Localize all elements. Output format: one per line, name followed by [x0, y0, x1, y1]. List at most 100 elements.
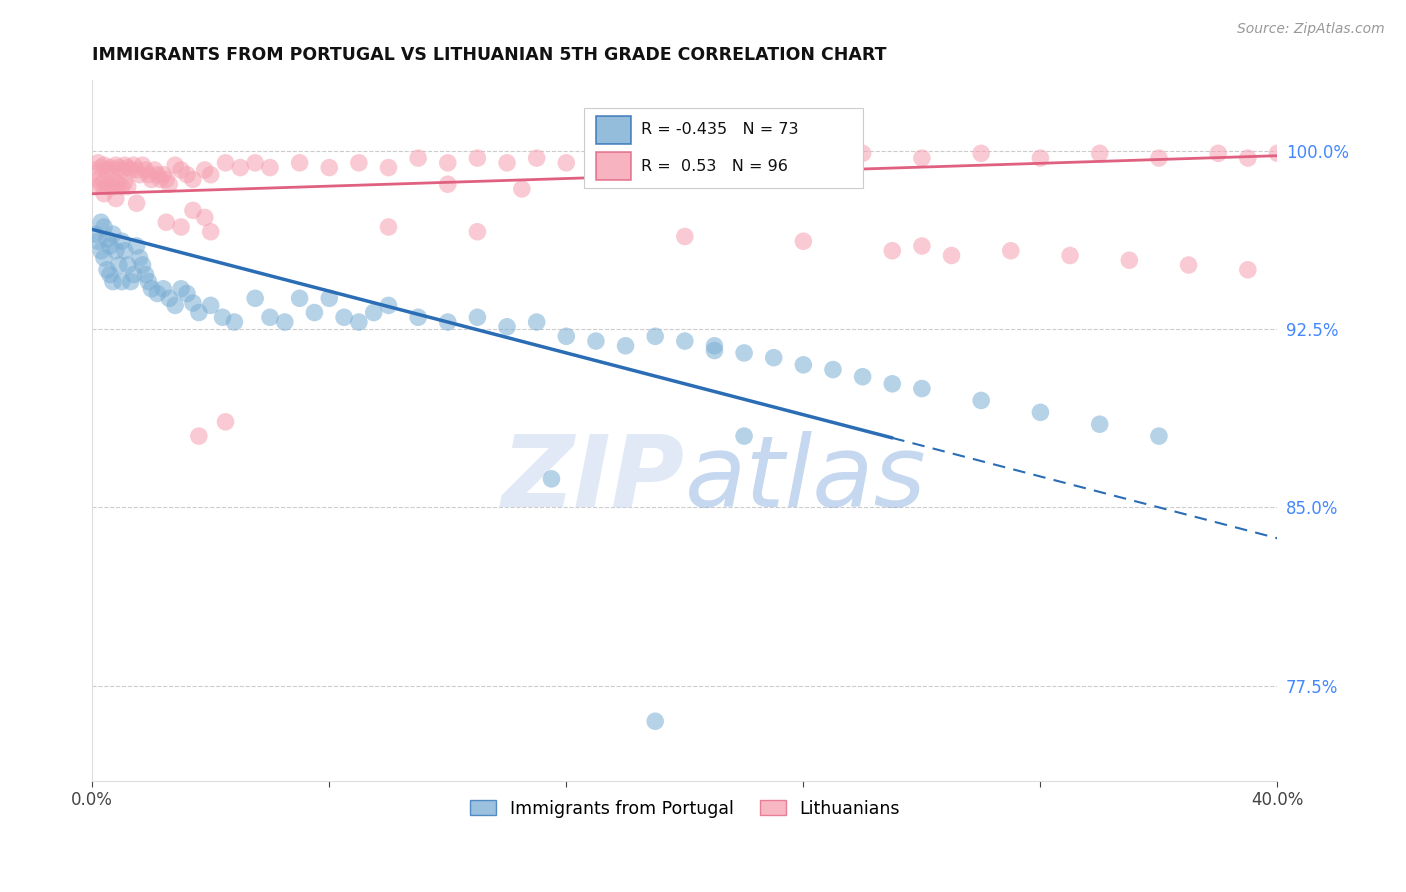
Point [117, 258, 139, 272]
Point [125, 163, 148, 178]
Point [84, 163, 107, 178]
Point [128, 168, 150, 182]
Point [111, 275, 134, 289]
Point [911, 239, 934, 253]
Point [176, 168, 198, 182]
Point [703, 339, 725, 353]
Point [347, 315, 370, 329]
Text: R = -0.435   N = 73: R = -0.435 N = 73 [641, 122, 799, 137]
Point [673, 334, 696, 348]
Point [98, 268, 121, 282]
Point [104, 244, 127, 258]
Point [211, 310, 233, 325]
Point [90, 178, 112, 192]
Point [733, 429, 755, 443]
Point [138, 275, 160, 289]
Point [98, 161, 121, 175]
Point [114, 175, 136, 189]
Point [131, 158, 153, 172]
Point [96, 179, 118, 194]
Point [114, 158, 136, 172]
Point [243, 291, 266, 305]
Point [194, 211, 217, 225]
Y-axis label: 5th Grade: 5th Grade [0, 389, 8, 472]
Point [1088, 417, 1111, 432]
Point [377, 298, 399, 312]
Point [181, 172, 204, 186]
Point [120, 275, 142, 289]
Point [288, 156, 311, 170]
Point [93, 175, 115, 189]
Point [181, 203, 204, 218]
Point [852, 369, 875, 384]
Point [187, 305, 209, 319]
Point [792, 151, 814, 165]
Point [377, 219, 399, 234]
Point [93, 251, 115, 265]
Point [288, 291, 311, 305]
Point [90, 215, 112, 229]
Point [1088, 146, 1111, 161]
Point [200, 298, 222, 312]
Point [108, 258, 131, 272]
Text: IMMIGRANTS FROM PORTUGAL VS LITHUANIAN 5TH GRADE CORRELATION CHART: IMMIGRANTS FROM PORTUGAL VS LITHUANIAN 5… [93, 46, 887, 64]
Point [87, 156, 110, 170]
Point [941, 248, 963, 262]
Point [170, 163, 193, 178]
Point [131, 258, 153, 272]
Point [128, 251, 150, 265]
Point [555, 156, 578, 170]
Point [152, 168, 174, 182]
Point [733, 146, 755, 161]
Point [436, 156, 458, 170]
Point [104, 158, 127, 172]
Point [134, 268, 156, 282]
Point [101, 179, 124, 194]
Point [122, 158, 145, 172]
Point [526, 315, 548, 329]
Point [111, 234, 134, 248]
Point [274, 315, 297, 329]
Point [585, 334, 607, 348]
Point [117, 179, 139, 194]
Text: ZIP: ZIP [502, 431, 685, 528]
Point [122, 268, 145, 282]
Point [96, 262, 118, 277]
Point [111, 179, 134, 194]
Point [143, 163, 166, 178]
Point [333, 310, 356, 325]
Point [259, 161, 281, 175]
Point [1000, 244, 1022, 258]
Point [93, 158, 115, 172]
Point [540, 472, 562, 486]
Point [1237, 262, 1260, 277]
Point [134, 163, 156, 178]
Point [101, 275, 124, 289]
Point [138, 168, 160, 182]
Bar [596, 116, 631, 144]
Bar [596, 153, 631, 180]
Point [363, 305, 385, 319]
Point [1029, 151, 1052, 165]
Point [170, 282, 193, 296]
Point [703, 343, 725, 358]
Point [87, 234, 110, 248]
Text: R =  0.53   N = 96: R = 0.53 N = 96 [641, 159, 787, 174]
Point [104, 192, 127, 206]
Point [406, 151, 429, 165]
Point [155, 172, 177, 186]
Point [120, 163, 142, 178]
Point [152, 282, 174, 296]
Point [114, 244, 136, 258]
Point [165, 298, 187, 312]
Text: Source: ZipAtlas.com: Source: ZipAtlas.com [1237, 22, 1385, 37]
Point [1059, 248, 1081, 262]
Point [243, 156, 266, 170]
Point [157, 291, 180, 305]
Point [911, 382, 934, 396]
Point [170, 219, 193, 234]
Point [108, 178, 131, 192]
Point [585, 151, 607, 165]
Point [821, 362, 844, 376]
Point [93, 186, 115, 201]
